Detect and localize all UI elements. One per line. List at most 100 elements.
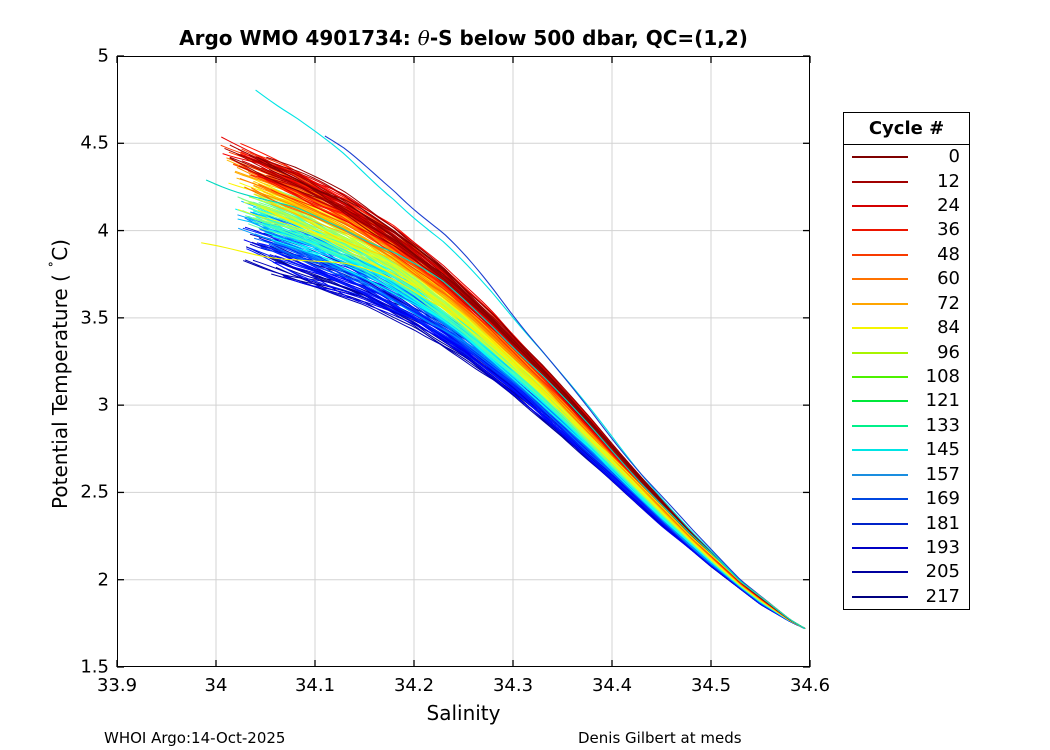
legend-item-label: 157 [925, 463, 960, 485]
y-axis-label-prefix: Potential Temperature ( [48, 267, 72, 509]
title-prefix: Argo WMO 4901734: [179, 26, 418, 50]
y-tick-label: 2.5 [80, 481, 109, 503]
legend-item[interactable]: 36 [844, 218, 969, 242]
theta-s-outlier-curve [324, 135, 806, 630]
legend-color-swatch [852, 375, 908, 378]
x-tick-label: 34.5 [690, 675, 732, 696]
theta-s-curve [246, 248, 806, 630]
theta-s-curve [266, 209, 806, 630]
legend-color-swatch [852, 205, 908, 208]
legend-item-label: 24 [937, 195, 960, 217]
theta-s-outlier-curve [205, 179, 806, 630]
page-title: Argo WMO 4901734: θ-S below 500 dbar, QC… [117, 26, 810, 50]
legend-item[interactable]: 60 [844, 267, 969, 291]
legend-color-swatch [852, 351, 908, 354]
legend-item-label: 108 [925, 365, 960, 387]
legend-item[interactable]: 24 [844, 194, 969, 218]
degree-icon: ˚ [49, 260, 65, 268]
legend-item-label: 205 [925, 561, 960, 583]
legend-item[interactable]: 157 [844, 462, 969, 486]
x-axis-label: Salinity [426, 701, 501, 725]
legend-item-label: 84 [937, 317, 960, 339]
legend-color-swatch [852, 595, 908, 598]
legend-item[interactable]: 193 [844, 536, 969, 560]
legend-item[interactable]: 133 [844, 414, 969, 438]
footer-source-text: WHOI Argo:14-Oct-2025 [104, 729, 286, 747]
legend-item[interactable]: 12 [844, 169, 969, 193]
legend-item[interactable]: 108 [844, 365, 969, 389]
legend-item-label: 121 [925, 390, 960, 412]
y-tick-label: 3 [97, 394, 109, 416]
title-theta-symbol: θ [417, 26, 430, 50]
x-tick-label: 34 [204, 675, 228, 696]
legend-item-label: 60 [937, 268, 960, 290]
legend-color-swatch [852, 327, 908, 330]
legend-color-swatch [852, 400, 908, 403]
legend-entries: 0 12 24 36 48 60 72 84 96 108 121 133 145 157 169 181 19… [844, 145, 969, 609]
legend-item-label: 145 [925, 439, 960, 461]
legend-color-swatch [852, 253, 908, 256]
legend-item[interactable]: 121 [844, 389, 969, 413]
legend-item-label: 217 [925, 585, 960, 607]
legend-color-swatch [852, 302, 908, 305]
x-tick-label: 34.2 [393, 675, 435, 696]
theta-s-curve [270, 239, 806, 630]
legend-item-label: 0 [948, 146, 960, 168]
x-tick-label: 34.3 [492, 675, 534, 696]
legend-item-label: 133 [925, 414, 960, 436]
y-tick-label: 4 [97, 220, 109, 242]
legend-item[interactable]: 145 [844, 438, 969, 462]
legend-item[interactable]: 96 [844, 340, 969, 364]
legend-color-swatch [852, 278, 908, 281]
legend-color-swatch [852, 522, 908, 525]
y-tick-label: 2 [97, 569, 109, 591]
footer-author-text: Denis Gilbert at meds [578, 729, 742, 747]
theta-s-outlier-curve [201, 242, 806, 630]
y-tick-label: 5 [97, 45, 109, 67]
title-suffix: -S below 500 dbar, QC=(1,2) [429, 26, 748, 50]
y-tick-label: 3.5 [80, 307, 109, 329]
legend-item-label: 169 [925, 488, 960, 510]
legend-item[interactable]: 0 [844, 145, 969, 169]
x-tick-label: 34.4 [591, 675, 633, 696]
legend-color-swatch [852, 449, 908, 452]
x-tick-label: 33.9 [96, 675, 138, 696]
legend-item-label: 36 [937, 219, 960, 241]
theta-s-curve [272, 242, 806, 630]
legend-item[interactable]: 72 [844, 292, 969, 316]
legend: Cycle # 0 12 24 36 48 60 72 84 96 108 121 133 145 157… [843, 112, 970, 610]
legend-color-swatch [852, 156, 908, 159]
legend-item[interactable]: 48 [844, 243, 969, 267]
theta-s-curve [244, 186, 806, 630]
legend-item-label: 181 [925, 512, 960, 534]
legend-item-label: 193 [925, 536, 960, 558]
y-tick-label: 1.5 [80, 656, 109, 678]
y-axis-label-suffix: C) [48, 239, 72, 261]
y-tick-label: 4.5 [80, 132, 109, 154]
axis-ticks [116, 55, 811, 668]
data-curves [201, 89, 806, 630]
legend-color-swatch [852, 229, 908, 232]
x-tick-label: 34.1 [294, 675, 336, 696]
legend-item-label: 48 [937, 243, 960, 265]
legend-color-swatch [852, 424, 908, 427]
legend-item-label: 72 [937, 292, 960, 314]
x-tick-label: 34.6 [789, 675, 831, 696]
theta-s-curve [248, 223, 806, 630]
y-axis-label: Potential Temperature ( ˚C) [48, 209, 72, 539]
legend-item[interactable]: 169 [844, 487, 969, 511]
legend-color-swatch [852, 546, 908, 549]
theta-s-curve [237, 209, 806, 630]
axes-frame [117, 56, 810, 667]
legend-item-label: 96 [937, 341, 960, 363]
legend-title: Cycle # [844, 113, 969, 145]
legend-item[interactable]: 217 [844, 585, 969, 609]
legend-item-label: 12 [937, 170, 960, 192]
legend-color-swatch [852, 498, 908, 501]
legend-item[interactable]: 181 [844, 511, 969, 535]
legend-item[interactable]: 84 [844, 316, 969, 340]
legend-color-swatch [852, 473, 908, 476]
legend-item[interactable]: 205 [844, 560, 969, 584]
